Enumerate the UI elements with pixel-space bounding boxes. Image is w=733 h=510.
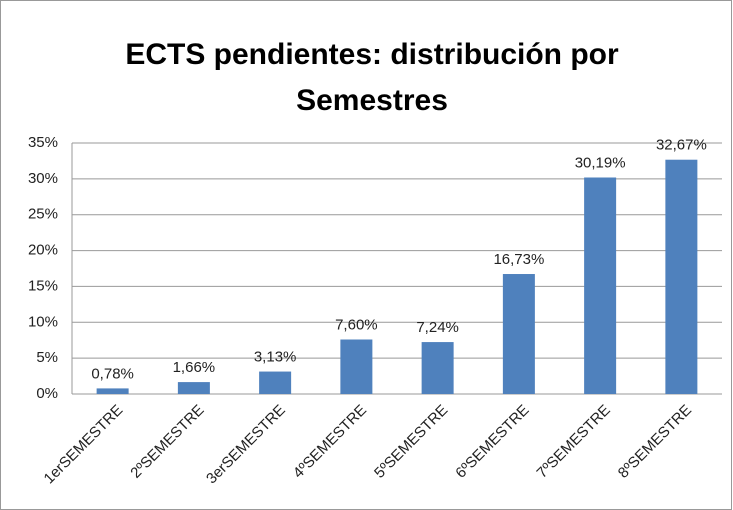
- bar: [340, 339, 373, 394]
- bar: [96, 388, 129, 394]
- bar: [177, 382, 210, 394]
- y-tick-label: 25%: [28, 206, 58, 223]
- data-label: 7,60%: [335, 316, 378, 333]
- data-label: 3,13%: [254, 349, 297, 366]
- y-tick-label: 35%: [28, 134, 58, 151]
- bar: [421, 342, 454, 394]
- chart-title: ECTS pendientes: distribución por Semest…: [125, 38, 619, 117]
- y-tick-label: 20%: [28, 242, 58, 259]
- data-label: 32,67%: [656, 137, 707, 154]
- bar: [665, 159, 698, 394]
- bar: [502, 274, 535, 394]
- data-label: 7,24%: [416, 319, 459, 336]
- y-tick-label: 0%: [36, 385, 58, 402]
- y-tick-label: 30%: [28, 170, 58, 187]
- data-label: 1,66%: [173, 359, 216, 376]
- data-label: 16,73%: [493, 251, 544, 268]
- data-label: 0,78%: [91, 365, 134, 382]
- bar: [259, 371, 292, 394]
- bar: [584, 177, 617, 394]
- y-tick-label: 5%: [36, 349, 58, 366]
- data-label: 30,19%: [575, 154, 626, 171]
- y-tick-label: 15%: [28, 277, 58, 294]
- y-tick-label: 10%: [28, 313, 58, 330]
